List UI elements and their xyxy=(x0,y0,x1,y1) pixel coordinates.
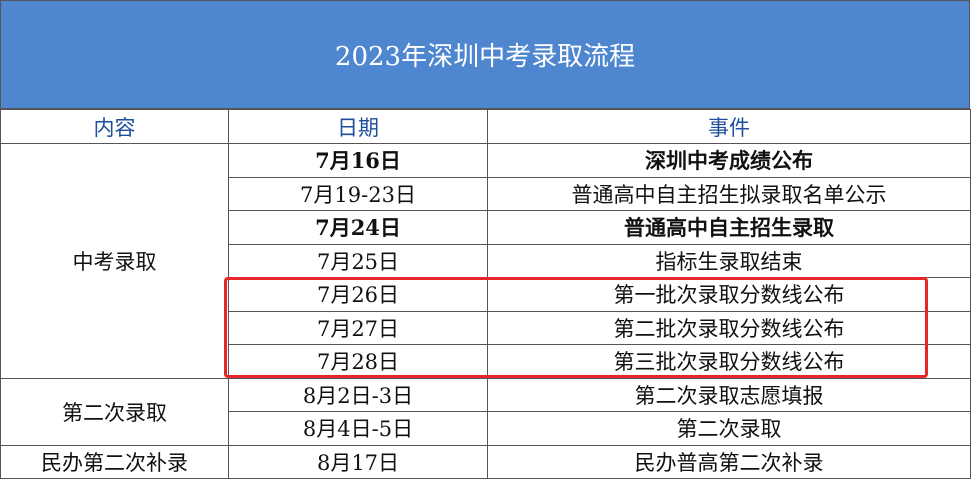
event-cell: 指标生录取结束 xyxy=(487,243,971,278)
date-cell: 7月24日 xyxy=(228,210,488,245)
event-cell: 第一批次录取分数线公布 xyxy=(487,277,971,312)
column-header: 事件 xyxy=(487,109,971,144)
table-row: 民办第二次补录 8月17日 民办普高第二次补录 xyxy=(0,444,971,479)
event-cell: 深圳中考成绩公布 xyxy=(487,143,971,178)
date-cell: 7月16日 xyxy=(228,143,488,178)
column-header: 内容 xyxy=(0,109,229,144)
schedule-table: 内容 日期 事件 中考录取 7月16日 深圳中考成绩公布 7月19-23日 普通高中自主招生… xyxy=(0,109,971,479)
event-cell: 第三批次录取分数线公布 xyxy=(487,344,971,379)
group-label: 第二次录取 xyxy=(0,377,229,446)
group-label: 中考录取 xyxy=(0,143,229,379)
event-cell: 民办普高第二次补录 xyxy=(487,444,971,479)
event-cell: 第二次录取 xyxy=(487,411,971,446)
table-body: 中考录取 7月16日 深圳中考成绩公布 7月19-23日 普通高中自主招生拟录取名单公示… xyxy=(0,143,971,479)
table-title: 2023年深圳中考录取流程 xyxy=(0,0,970,109)
table-row: 7月19-23日 普通高中自主招生拟录取名单公示 xyxy=(1,176,971,211)
group-label: 民办第二次补录 xyxy=(0,444,229,479)
date-cell: 7月27日 xyxy=(228,310,488,345)
date-cell: 7月19-23日 xyxy=(228,176,488,211)
event-cell: 第二批次录取分数线公布 xyxy=(487,310,971,345)
date-cell: 8月2日-3日 xyxy=(228,377,488,412)
event-cell: 普通高中自主招生录取 xyxy=(487,210,971,245)
date-cell: 8月17日 xyxy=(228,444,488,479)
table-row: 8月4日-5日 第二次录取 xyxy=(1,411,971,446)
date-cell: 7月26日 xyxy=(228,277,488,312)
header-row: 内容 日期 事件 xyxy=(0,109,971,144)
event-cell: 普通高中自主招生拟录取名单公示 xyxy=(487,176,971,211)
table-row: 第二次录取 8月2日-3日 第二次录取志愿填报 xyxy=(0,377,971,446)
date-cell: 7月25日 xyxy=(228,243,488,278)
date-cell: 7月28日 xyxy=(228,344,488,379)
table-row: 中考录取 7月16日 深圳中考成绩公布 xyxy=(0,143,971,379)
table-row: 7月27日 第二批次录取分数线公布 xyxy=(1,310,971,345)
event-cell: 第二次录取志愿填报 xyxy=(487,377,971,412)
date-cell: 8月4日-5日 xyxy=(228,411,488,446)
table-row: 7月28日 第三批次录取分数线公布 xyxy=(1,344,971,379)
column-header: 日期 xyxy=(228,109,488,144)
